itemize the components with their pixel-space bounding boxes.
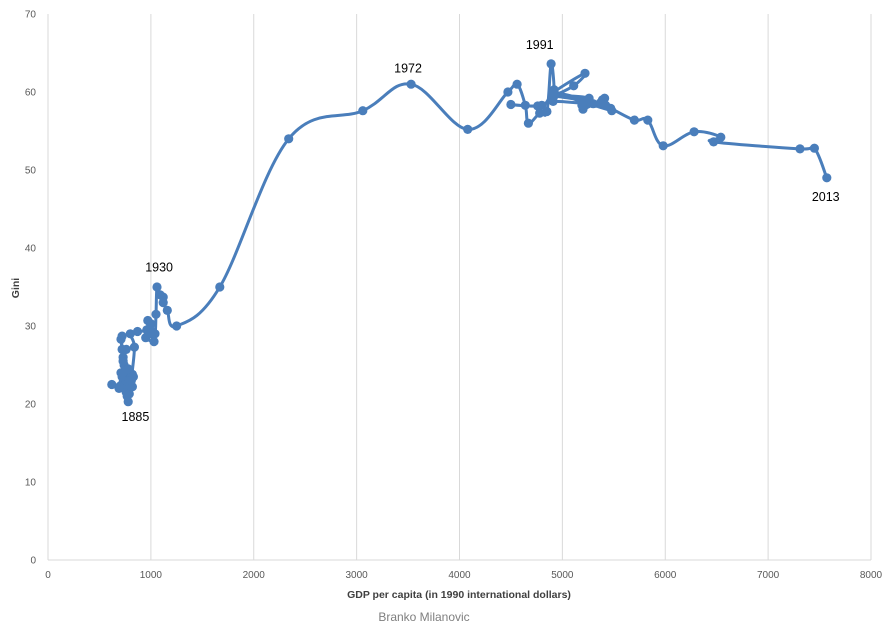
data-point <box>795 144 805 154</box>
data-point <box>580 68 590 78</box>
data-point <box>809 143 820 153</box>
axes <box>47 14 871 561</box>
data-point <box>149 337 159 347</box>
x-tick-label: 7000 <box>757 570 780 581</box>
data-point <box>358 106 368 116</box>
data-point <box>542 106 552 117</box>
data-point <box>569 81 579 91</box>
x-tick-label: 0 <box>45 570 51 581</box>
data-point <box>606 103 616 113</box>
x-tick-label: 2000 <box>243 570 266 581</box>
x-tick-label: 5000 <box>551 570 574 581</box>
y-tick-label: 20 <box>25 400 37 411</box>
data-point <box>523 118 534 128</box>
data-point <box>584 93 594 103</box>
data-point <box>150 329 160 339</box>
data-point <box>146 319 156 329</box>
year-annotation: 2013 <box>812 190 840 204</box>
data-point <box>629 115 640 125</box>
data-point <box>132 326 143 337</box>
data-point <box>520 100 530 110</box>
y-tick-label: 50 <box>25 166 37 177</box>
y-tick-label: 40 <box>25 244 37 255</box>
data-point <box>117 331 127 341</box>
year-annotation: 1930 <box>145 260 173 274</box>
data-point <box>689 127 699 137</box>
data-point <box>577 100 587 110</box>
data-point <box>406 79 416 89</box>
x-tick-labels: 0 1000 2000 3000 4000 5000 6000 7000 8000 <box>45 570 882 581</box>
data-point <box>716 132 726 142</box>
data-point <box>107 379 117 390</box>
x-tick-label: 8000 <box>860 570 883 581</box>
data-point <box>215 282 225 292</box>
data-point <box>129 342 139 352</box>
data-point <box>126 376 136 386</box>
x-tick-label: 3000 <box>346 570 369 581</box>
data-point <box>709 137 719 147</box>
y-tick-label: 10 <box>25 478 37 489</box>
data-point <box>122 391 132 401</box>
data-point <box>503 87 513 97</box>
data-point <box>658 141 668 151</box>
y-tick-label: 0 <box>30 556 36 567</box>
data-point <box>512 79 522 89</box>
y-tick-label: 30 <box>25 322 37 333</box>
year-annotation: 1991 <box>526 38 554 52</box>
grid-lines <box>150 14 872 560</box>
data-point <box>822 173 832 183</box>
data-point <box>151 309 161 319</box>
data-point <box>284 134 294 144</box>
data-point <box>172 321 182 331</box>
x-tick-label: 6000 <box>654 570 677 581</box>
annotations: 1885 1930 1972 1991 2013 <box>122 38 840 424</box>
series-layer <box>107 59 832 407</box>
data-point <box>121 344 131 354</box>
data-point <box>162 305 172 315</box>
data-point <box>548 87 558 97</box>
x-tick-label: 1000 <box>140 570 163 581</box>
credit-label: Branko Milanovic <box>378 610 469 624</box>
data-point <box>535 108 545 118</box>
data-point <box>125 329 135 339</box>
data-point <box>118 356 128 366</box>
data-point <box>463 124 473 134</box>
data-point <box>152 282 162 292</box>
data-point <box>158 298 168 308</box>
y-tick-labels: 0 10 20 30 40 50 60 70 <box>25 10 37 567</box>
x-axis-title: GDP per capita (in 1990 international do… <box>347 589 571 601</box>
year-annotation: 1885 <box>122 410 150 424</box>
y-axis-title: Gini <box>10 278 22 298</box>
year-annotation: 1972 <box>394 62 422 76</box>
data-point <box>643 115 653 125</box>
data-point <box>546 59 556 69</box>
y-tick-label: 70 <box>25 10 37 21</box>
data-point <box>506 99 516 110</box>
y-tick-label: 60 <box>25 88 37 99</box>
x-tick-label: 4000 <box>448 570 471 581</box>
data-point <box>118 368 128 378</box>
data-point <box>533 101 543 111</box>
